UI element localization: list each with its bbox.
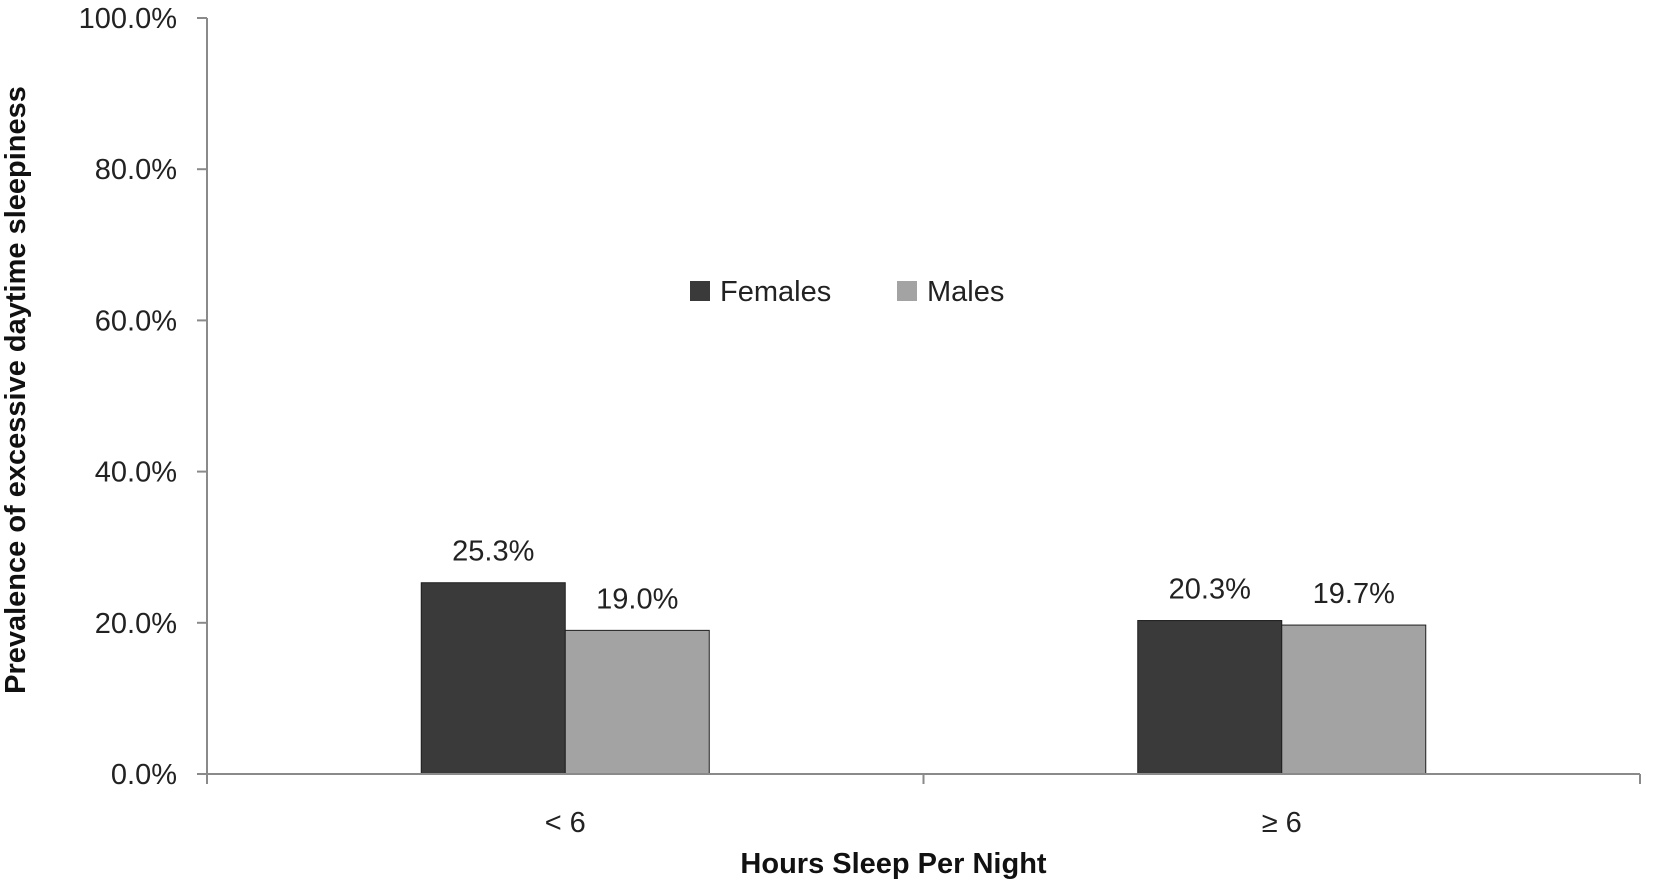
legend: Females Males [690, 276, 1004, 308]
y-tick-label: 20.0% [95, 608, 177, 640]
data-label: 19.7% [1313, 578, 1395, 610]
legend-label-females: Females [720, 276, 831, 308]
y-tick-label: 0.0% [111, 759, 177, 791]
y-axis-title: Prevalence of excessive daytime sleepine… [0, 86, 32, 694]
y-tick-label: 100.0% [79, 3, 177, 35]
legend-label-males: Males [927, 276, 1004, 308]
data-labels: 25.3% 19.0% 20.3% 19.7% [452, 536, 1395, 616]
y-axis: 0.0% 20.0% 40.0% 60.0% 80.0% 100.0% [79, 3, 208, 791]
bar-females [420, 582, 566, 775]
y-tick-label: 40.0% [95, 457, 177, 489]
bar-males [1281, 624, 1427, 775]
data-label: 20.3% [1169, 574, 1251, 606]
data-label: 19.0% [596, 583, 678, 615]
bar-males [564, 629, 710, 775]
data-label: 25.3% [452, 536, 534, 568]
x-axis: < 6 ≥ 6 [206, 773, 1641, 839]
y-tick-label: 80.0% [95, 154, 177, 186]
legend-swatch-females [690, 281, 710, 301]
x-axis-title: Hours Sleep Per Night [740, 848, 1047, 880]
x-tick-label: ≥ 6 [1262, 807, 1302, 839]
x-tick-label: < 6 [545, 807, 586, 839]
bars [420, 582, 1427, 775]
bar-females [1137, 620, 1283, 775]
y-tick-label: 60.0% [95, 305, 177, 337]
legend-swatch-males [897, 281, 917, 301]
